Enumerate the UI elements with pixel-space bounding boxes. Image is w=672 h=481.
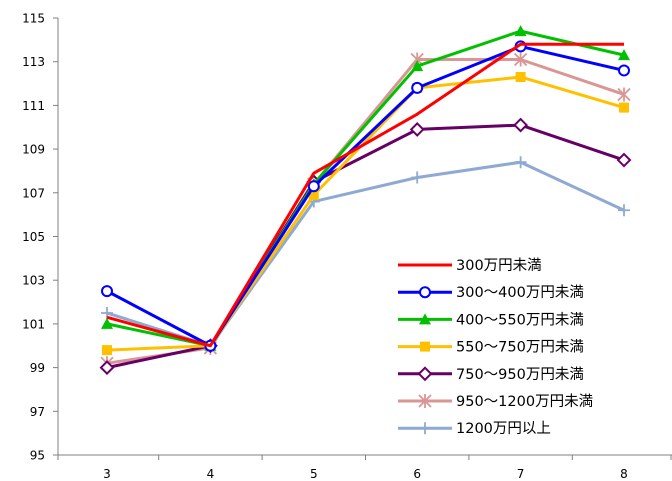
x-axis: 3 4 5 6 7 8 [57,454,672,481]
legend-item: 950～1200万円未満 [398,393,593,410]
y-tick-label: 99 [30,361,45,375]
legend-label: 1200万円以上 [456,420,551,437]
legend-label: 950～1200万円未満 [456,393,593,410]
legend-item: 400～550万円未満 [398,311,584,328]
legend-label: 550～750万円未満 [456,339,584,356]
data-point [616,152,632,168]
data-point [514,156,527,169]
legend: 300万円未満 300～400万円未満 400～550万円未満 550～750万円未満… [398,257,593,437]
x-tick-label: 6 [413,467,421,481]
legend-marker [418,394,432,408]
data-point [619,102,629,113]
x-tick-label: 7 [517,467,525,481]
legend-item: 750～950万円未満 [398,366,584,383]
data-point [102,345,112,356]
legend-item: 550～750万円未満 [398,339,584,356]
legend-item: 300万円未満 [398,257,542,274]
legend-marker [419,422,431,435]
x-tick-group: 3 4 5 6 7 8 [57,455,672,481]
series-line [106,75,625,352]
data-point [618,64,630,77]
data-point [411,171,424,184]
legend-label: 750～950万円未満 [456,366,584,383]
series-group [99,25,632,376]
series-line [106,44,625,348]
data-point [513,52,528,67]
legend-marker [419,313,431,325]
y-tick-label: 103 [22,274,45,288]
x-tick-label: 5 [310,467,318,481]
y-tick-label: 115 [22,12,45,26]
legend-label: 400～550万円未満 [456,311,584,328]
series-2 [101,40,630,352]
legend-item: 300～400万円未満 [398,284,584,301]
data-point [99,360,115,376]
y-axis: 95 97 99 101 103 105 107 109 111 113 115 [22,12,59,463]
data-point [513,117,529,133]
y-tick-label: 97 [30,405,45,419]
y-tick-label: 111 [22,99,45,113]
legend-label: 300～400万円未満 [456,284,584,301]
data-point [308,189,319,200]
legend-marker [420,341,430,352]
series-1 [106,42,624,348]
data-point [307,180,320,193]
y-tick-group: 95 97 99 101 103 105 107 109 111 113 115 [22,12,58,463]
y-tick-label: 105 [22,230,45,244]
data-point [515,71,526,82]
legend-marker [417,366,433,382]
data-point [409,122,425,137]
data-point [411,81,424,94]
data-point [101,306,113,319]
legend-marker [419,286,431,299]
y-tick-label: 109 [22,143,45,157]
legend-label: 300万円未満 [456,257,542,274]
series-line [106,123,625,370]
data-point [618,204,630,217]
y-tick-label: 113 [22,55,45,69]
data-point [617,87,631,102]
series-line [106,42,624,348]
data-point [618,49,630,61]
data-point [411,60,424,72]
y-tick-label: 107 [22,186,45,200]
y-tick-label: 95 [30,449,45,463]
x-tick-label: 4 [207,467,215,481]
data-point [514,25,527,37]
x-tick-label: 3 [103,467,111,481]
legend-item: 1200万円以上 [398,420,551,437]
x-tick-label: 8 [620,467,628,481]
series-3 [101,25,630,351]
y-tick-label: 101 [22,317,45,331]
data-point [101,285,113,298]
data-point [101,317,113,329]
